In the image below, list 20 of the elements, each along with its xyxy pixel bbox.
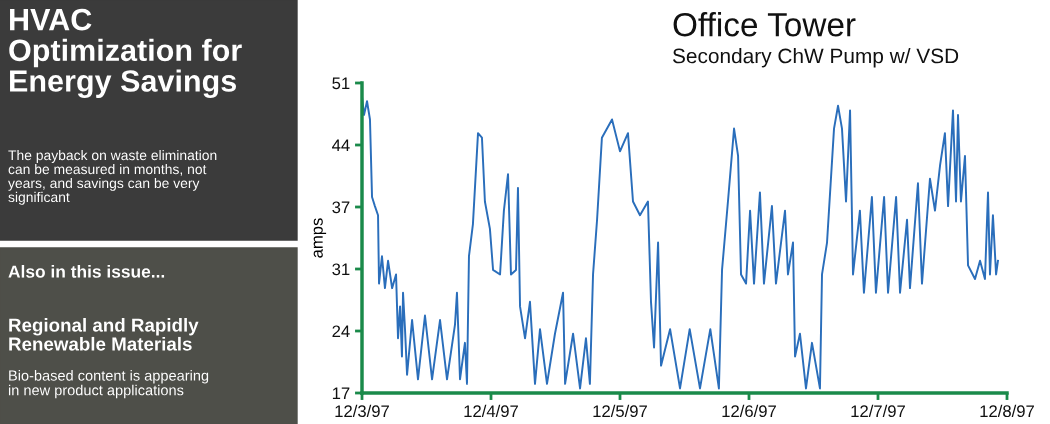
x-tick-label: 12/8/97 (980, 404, 1034, 418)
y-tick-label: 24 (332, 325, 350, 338)
chart-subtitle: Secondary ChW Pump w/ VSD (672, 48, 959, 68)
x-tick-label: 12/7/97 (851, 404, 905, 418)
y-tick-label: 31 (332, 263, 350, 276)
text: Regional and Rapidly Renewable Materials (9, 318, 199, 351)
y-axis-title: amps (313, 218, 327, 258)
x-tick-label: 12/4/97 (464, 404, 518, 418)
text: HVAC Optimization for Energy Savings (9, 8, 242, 99)
x-tick-label: 12/3/97 (335, 404, 389, 418)
chart-title: Office Tower (673, 12, 856, 37)
y-tick-label: 51 (332, 77, 350, 90)
text: Bio-based content is appearing in new product applications (8, 370, 209, 399)
text: The payback on waste elimination can be measured in months, not years, and savings can be very significant (8, 150, 217, 205)
text: Also in this issue... (8, 265, 165, 278)
y-tick-label: 44 (332, 139, 350, 152)
x-tick-label: 12/6/97 (722, 404, 776, 418)
y-tick-label: 37 (332, 201, 350, 214)
x-tick-label: 12/5/97 (593, 404, 647, 418)
y-tick-label: 17 (332, 387, 350, 400)
